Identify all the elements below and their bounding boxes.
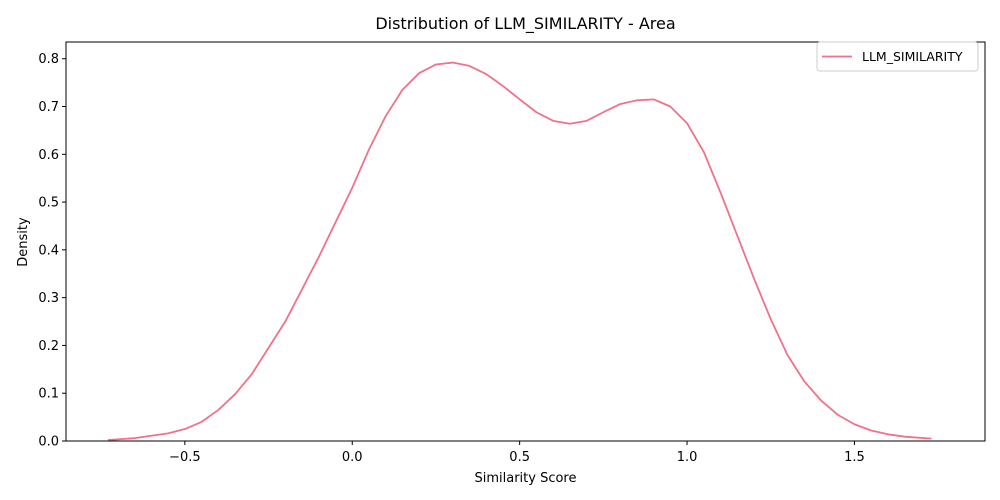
x-tick-label: 0.0 <box>342 450 363 465</box>
y-tick-label: 0.5 <box>38 196 59 211</box>
legend: LLM_SIMILARITY <box>816 41 979 72</box>
legend-frame <box>816 41 979 72</box>
y-tick-label: 0.0 <box>38 435 59 450</box>
chart-title: Distribution of LLM_SIMILARITY - Area <box>375 14 675 34</box>
y-tick-label: 0.4 <box>38 243 59 258</box>
plot-frame <box>65 41 986 442</box>
y-tick-label: 0.8 <box>38 52 59 67</box>
y-axis-title: Density <box>16 217 31 267</box>
series-line-llm-similarity <box>107 61 932 441</box>
axes: −0.5 0.0 0.5 1.0 1.5 0.0 0.1 0.2 0.3 0.4 0.5 0.6 0.7… <box>38 41 986 465</box>
x-tick-label: −0.5 <box>169 450 201 465</box>
y-tick-label: 0.2 <box>38 339 59 354</box>
y-tick-label: 0.1 <box>38 387 59 402</box>
x-tick-label: 1.0 <box>677 450 698 465</box>
x-tick-label: 1.5 <box>844 450 865 465</box>
y-tick-label: 0.3 <box>38 291 59 306</box>
x-axis-title: Similarity Score <box>474 471 576 486</box>
legend-label-llm-similarity: LLM_SIMILARITY <box>862 49 963 64</box>
x-tick-label: 0.5 <box>509 450 530 465</box>
y-tick-label: 0.6 <box>38 148 59 163</box>
y-tick-label: 0.7 <box>38 100 59 115</box>
